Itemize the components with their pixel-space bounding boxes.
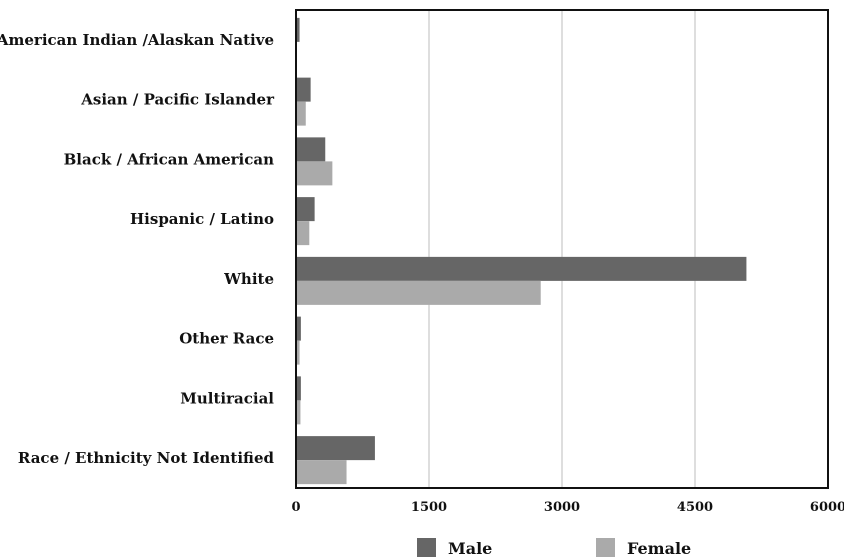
category-label: Hispanic / Latino xyxy=(130,210,274,228)
x-tick-label: 6000 xyxy=(810,500,844,515)
category-label: Other Race xyxy=(179,330,274,348)
category-label: Race / Ethnicity Not Identified xyxy=(18,449,275,467)
x-axis-tick-labels: 0 1500 3000 4500 6000 xyxy=(291,500,844,515)
bar-female-3 xyxy=(296,221,310,246)
bar-female-2 xyxy=(296,161,333,186)
bar-male-0 xyxy=(296,17,300,42)
bar-male-2 xyxy=(296,137,326,162)
bar-male-4 xyxy=(296,256,747,281)
bar-female-4 xyxy=(296,280,541,305)
bar-male-3 xyxy=(296,197,315,222)
bar-male-1 xyxy=(296,77,311,102)
grid-lines xyxy=(428,10,696,488)
category-label: Multiracial xyxy=(180,389,274,407)
legend: Male Female xyxy=(417,538,691,558)
bar-female-7 xyxy=(296,460,347,485)
category-labels: American Indian /Alaskan Native Asian / P… xyxy=(0,31,275,467)
bar-female-1 xyxy=(296,101,306,126)
bars xyxy=(296,17,747,485)
category-label: American Indian /Alaskan Native xyxy=(0,31,274,49)
bar-male-6 xyxy=(296,376,301,401)
legend-label-female: Female xyxy=(627,539,691,558)
x-tick-label: 1500 xyxy=(411,500,447,515)
x-tick-label: 4500 xyxy=(677,500,713,515)
legend-swatch-female xyxy=(596,538,615,557)
category-label: White xyxy=(223,270,274,288)
bar-female-6 xyxy=(296,400,301,425)
category-label: Asian / Pacific Islander xyxy=(80,91,275,109)
legend-label-male: Male xyxy=(448,539,492,558)
bar-female-5 xyxy=(296,340,300,365)
bar-male-5 xyxy=(296,316,301,341)
plot-area-frame xyxy=(295,9,829,489)
legend-swatch-male xyxy=(417,538,436,557)
category-label: Black / African American xyxy=(64,150,274,168)
bar-male-7 xyxy=(296,436,375,461)
x-tick-label: 0 xyxy=(291,500,300,515)
x-tick-label: 3000 xyxy=(544,500,580,515)
